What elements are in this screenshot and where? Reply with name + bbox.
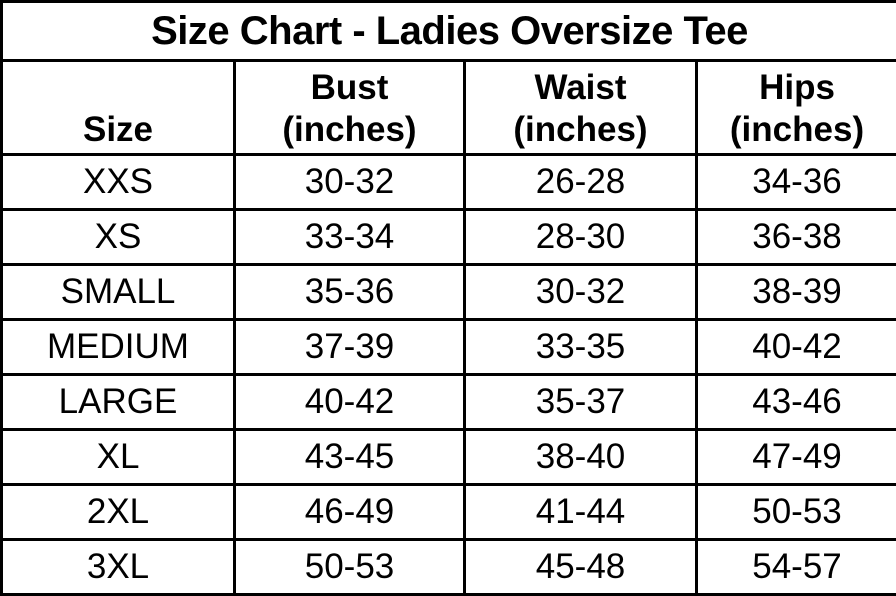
size-cell: XS	[2, 210, 235, 265]
column-header-size: Size	[2, 61, 235, 155]
size-cell: 2XL	[2, 485, 235, 540]
waist-cell: 33-35	[465, 320, 697, 375]
hips-cell: 36-38	[697, 210, 896, 265]
column-header-row: Size Bust (inches) Waist (inches) Hips (…	[2, 61, 896, 155]
hips-cell: 40-42	[697, 320, 896, 375]
bust-cell: 43-45	[235, 430, 465, 485]
waist-cell: 28-30	[465, 210, 697, 265]
table-row-large: LARGE 40-42 35-37 43-46	[2, 375, 896, 430]
title-row: Size Chart - Ladies Oversize Tee	[2, 2, 896, 61]
bust-cell: 40-42	[235, 375, 465, 430]
hips-cell: 47-49	[697, 430, 896, 485]
hips-cell: 34-36	[697, 155, 896, 210]
table-title: Size Chart - Ladies Oversize Tee	[2, 2, 896, 61]
table-row-xxs: XXS 30-32 26-28 34-36	[2, 155, 896, 210]
size-cell: XXS	[2, 155, 235, 210]
waist-cell: 41-44	[465, 485, 697, 540]
waist-cell: 35-37	[465, 375, 697, 430]
table-row-3xl: 3XL 50-53 45-48 54-57	[2, 540, 896, 595]
column-header-waist: Waist (inches)	[465, 61, 697, 155]
table-row-xl: XL 43-45 38-40 47-49	[2, 430, 896, 485]
bust-cell: 35-36	[235, 265, 465, 320]
waist-cell: 45-48	[465, 540, 697, 595]
size-cell: XL	[2, 430, 235, 485]
bust-cell: 37-39	[235, 320, 465, 375]
table-row-2xl: 2XL 46-49 41-44 50-53	[2, 485, 896, 540]
table-row-xs: XS 33-34 28-30 36-38	[2, 210, 896, 265]
size-cell: LARGE	[2, 375, 235, 430]
waist-cell: 26-28	[465, 155, 697, 210]
hips-cell: 43-46	[697, 375, 896, 430]
size-cell: SMALL	[2, 265, 235, 320]
column-header-hips: Hips (inches)	[697, 61, 896, 155]
hips-cell: 38-39	[697, 265, 896, 320]
bust-cell: 50-53	[235, 540, 465, 595]
column-header-bust: Bust (inches)	[235, 61, 465, 155]
size-cell: 3XL	[2, 540, 235, 595]
table-row-medium: MEDIUM 37-39 33-35 40-42	[2, 320, 896, 375]
hips-cell: 54-57	[697, 540, 896, 595]
bust-cell: 46-49	[235, 485, 465, 540]
bust-cell: 30-32	[235, 155, 465, 210]
size-cell: MEDIUM	[2, 320, 235, 375]
bust-cell: 33-34	[235, 210, 465, 265]
waist-cell: 38-40	[465, 430, 697, 485]
table-row-small: SMALL 35-36 30-32 38-39	[2, 265, 896, 320]
hips-cell: 50-53	[697, 485, 896, 540]
waist-cell: 30-32	[465, 265, 697, 320]
